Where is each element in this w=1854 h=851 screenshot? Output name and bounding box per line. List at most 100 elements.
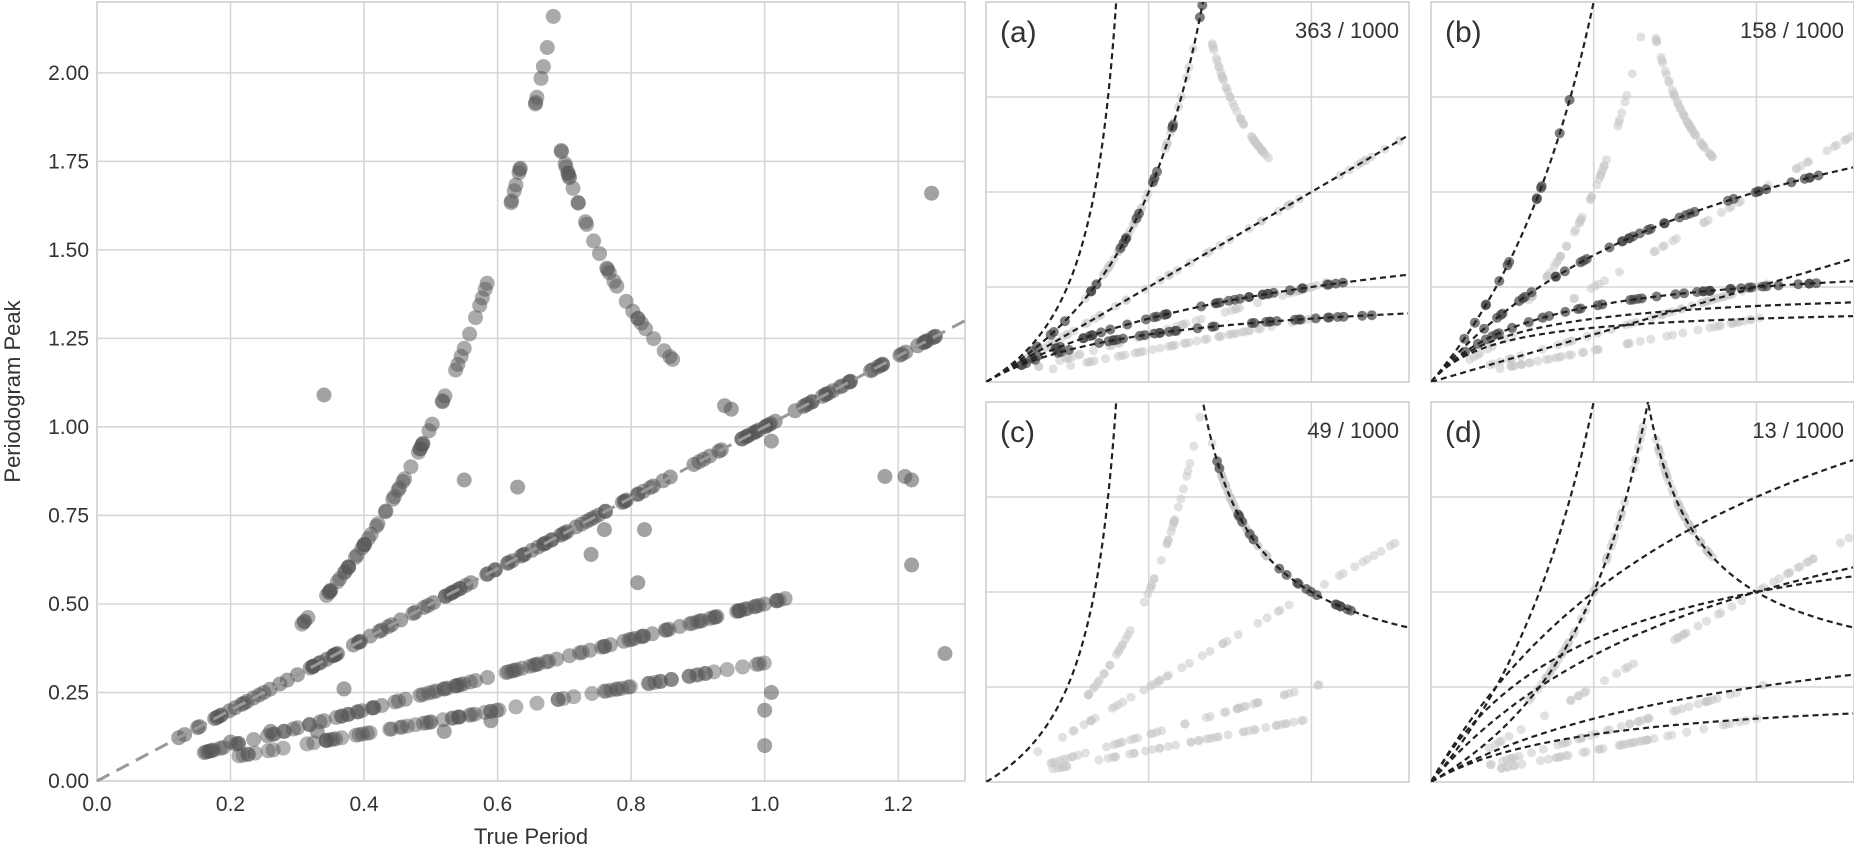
background-point (1162, 539, 1172, 549)
background-point (1179, 338, 1189, 348)
background-point (1617, 108, 1627, 118)
data-point (422, 714, 438, 730)
highlighted-point (1289, 314, 1300, 325)
background-point (1682, 727, 1692, 737)
curve-line (986, 402, 1118, 782)
data-point (319, 732, 335, 748)
curve-line (986, 312, 1409, 382)
background-point (1298, 715, 1308, 725)
data-point (332, 571, 348, 587)
highlighted-point (1634, 228, 1645, 239)
background-point (1280, 719, 1290, 729)
background-point (1627, 69, 1637, 79)
background-point (1163, 742, 1173, 751)
data-point (392, 719, 408, 735)
background-point (1490, 740, 1500, 749)
background-point (1727, 601, 1737, 611)
data-point (600, 262, 616, 277)
background-points (1484, 422, 1854, 773)
highlighted-point (1234, 511, 1245, 522)
background-point (1376, 546, 1386, 556)
background-point (1105, 660, 1115, 670)
data-point (566, 689, 582, 705)
main-scatter-points (171, 8, 953, 764)
background-point (1066, 361, 1076, 370)
data-point (512, 161, 528, 177)
data-point (362, 725, 378, 741)
background-point (1126, 692, 1136, 702)
background-point (1232, 328, 1241, 338)
background-point (1670, 635, 1680, 645)
background-point (1184, 658, 1194, 668)
background-point (1620, 664, 1630, 674)
data-point (456, 340, 472, 356)
background-point (1634, 442, 1643, 452)
background-point (1697, 139, 1707, 149)
highlighted-point (1502, 260, 1513, 271)
data-point (574, 644, 590, 660)
data-point (309, 723, 325, 739)
background-point (1256, 324, 1265, 334)
data-point (510, 479, 526, 495)
highlighted-point (1194, 12, 1205, 23)
data-point (468, 310, 483, 326)
highlighted-point (1103, 336, 1114, 347)
background-point (1111, 301, 1120, 311)
background-point (1676, 105, 1686, 115)
background-point (1710, 322, 1720, 332)
background-point (1191, 316, 1201, 326)
curve-line (986, 2, 1118, 382)
y-axis-label: Periodogram Peak (0, 299, 25, 482)
background-point (1600, 676, 1610, 686)
background-point (1680, 512, 1690, 522)
background-point (1516, 725, 1526, 734)
background-point (1385, 541, 1395, 551)
data-point (748, 598, 764, 614)
background-point (1570, 293, 1580, 303)
background-point (1118, 697, 1128, 707)
data-point (479, 275, 495, 291)
reference-line-y-equals-x (96, 319, 966, 783)
data-point (763, 685, 779, 700)
background-point (1173, 502, 1183, 512)
data-point (364, 700, 380, 716)
background-point (1570, 227, 1579, 237)
highlighted-point (1728, 193, 1739, 204)
background-point (1130, 348, 1140, 358)
background-point (1048, 764, 1058, 774)
curve-line (1431, 257, 1854, 382)
highlighted-point (1813, 170, 1824, 181)
data-point (451, 709, 467, 725)
y-tick-label: 1.75 (48, 150, 89, 173)
background-point (1693, 325, 1703, 335)
background-point (1141, 746, 1150, 756)
background-point (1207, 39, 1217, 49)
data-point (657, 622, 673, 638)
data-point (787, 403, 803, 419)
data-point (296, 614, 312, 630)
data-point (462, 674, 478, 690)
background-point (1089, 683, 1098, 693)
background-point (1620, 497, 1630, 507)
data-point (399, 718, 415, 734)
background-point (1668, 330, 1678, 340)
background-point (1647, 313, 1657, 323)
y-tick-label: 1.50 (48, 239, 89, 262)
data-point (592, 246, 607, 262)
data-point (508, 699, 524, 715)
background-point (1636, 32, 1646, 42)
background-point (1182, 471, 1192, 481)
data-point (690, 667, 706, 683)
data-point (583, 546, 599, 562)
data-point (403, 459, 419, 475)
highlighted-point (1197, 2, 1208, 11)
background-point (1652, 36, 1662, 46)
highlighted-point (1793, 279, 1804, 290)
background-point (1524, 358, 1534, 368)
data-point (383, 721, 399, 737)
data-point (757, 702, 773, 718)
data-point (529, 695, 545, 711)
background-point (1252, 698, 1262, 708)
background-point (1579, 347, 1589, 357)
highlighted-point (1209, 321, 1220, 332)
